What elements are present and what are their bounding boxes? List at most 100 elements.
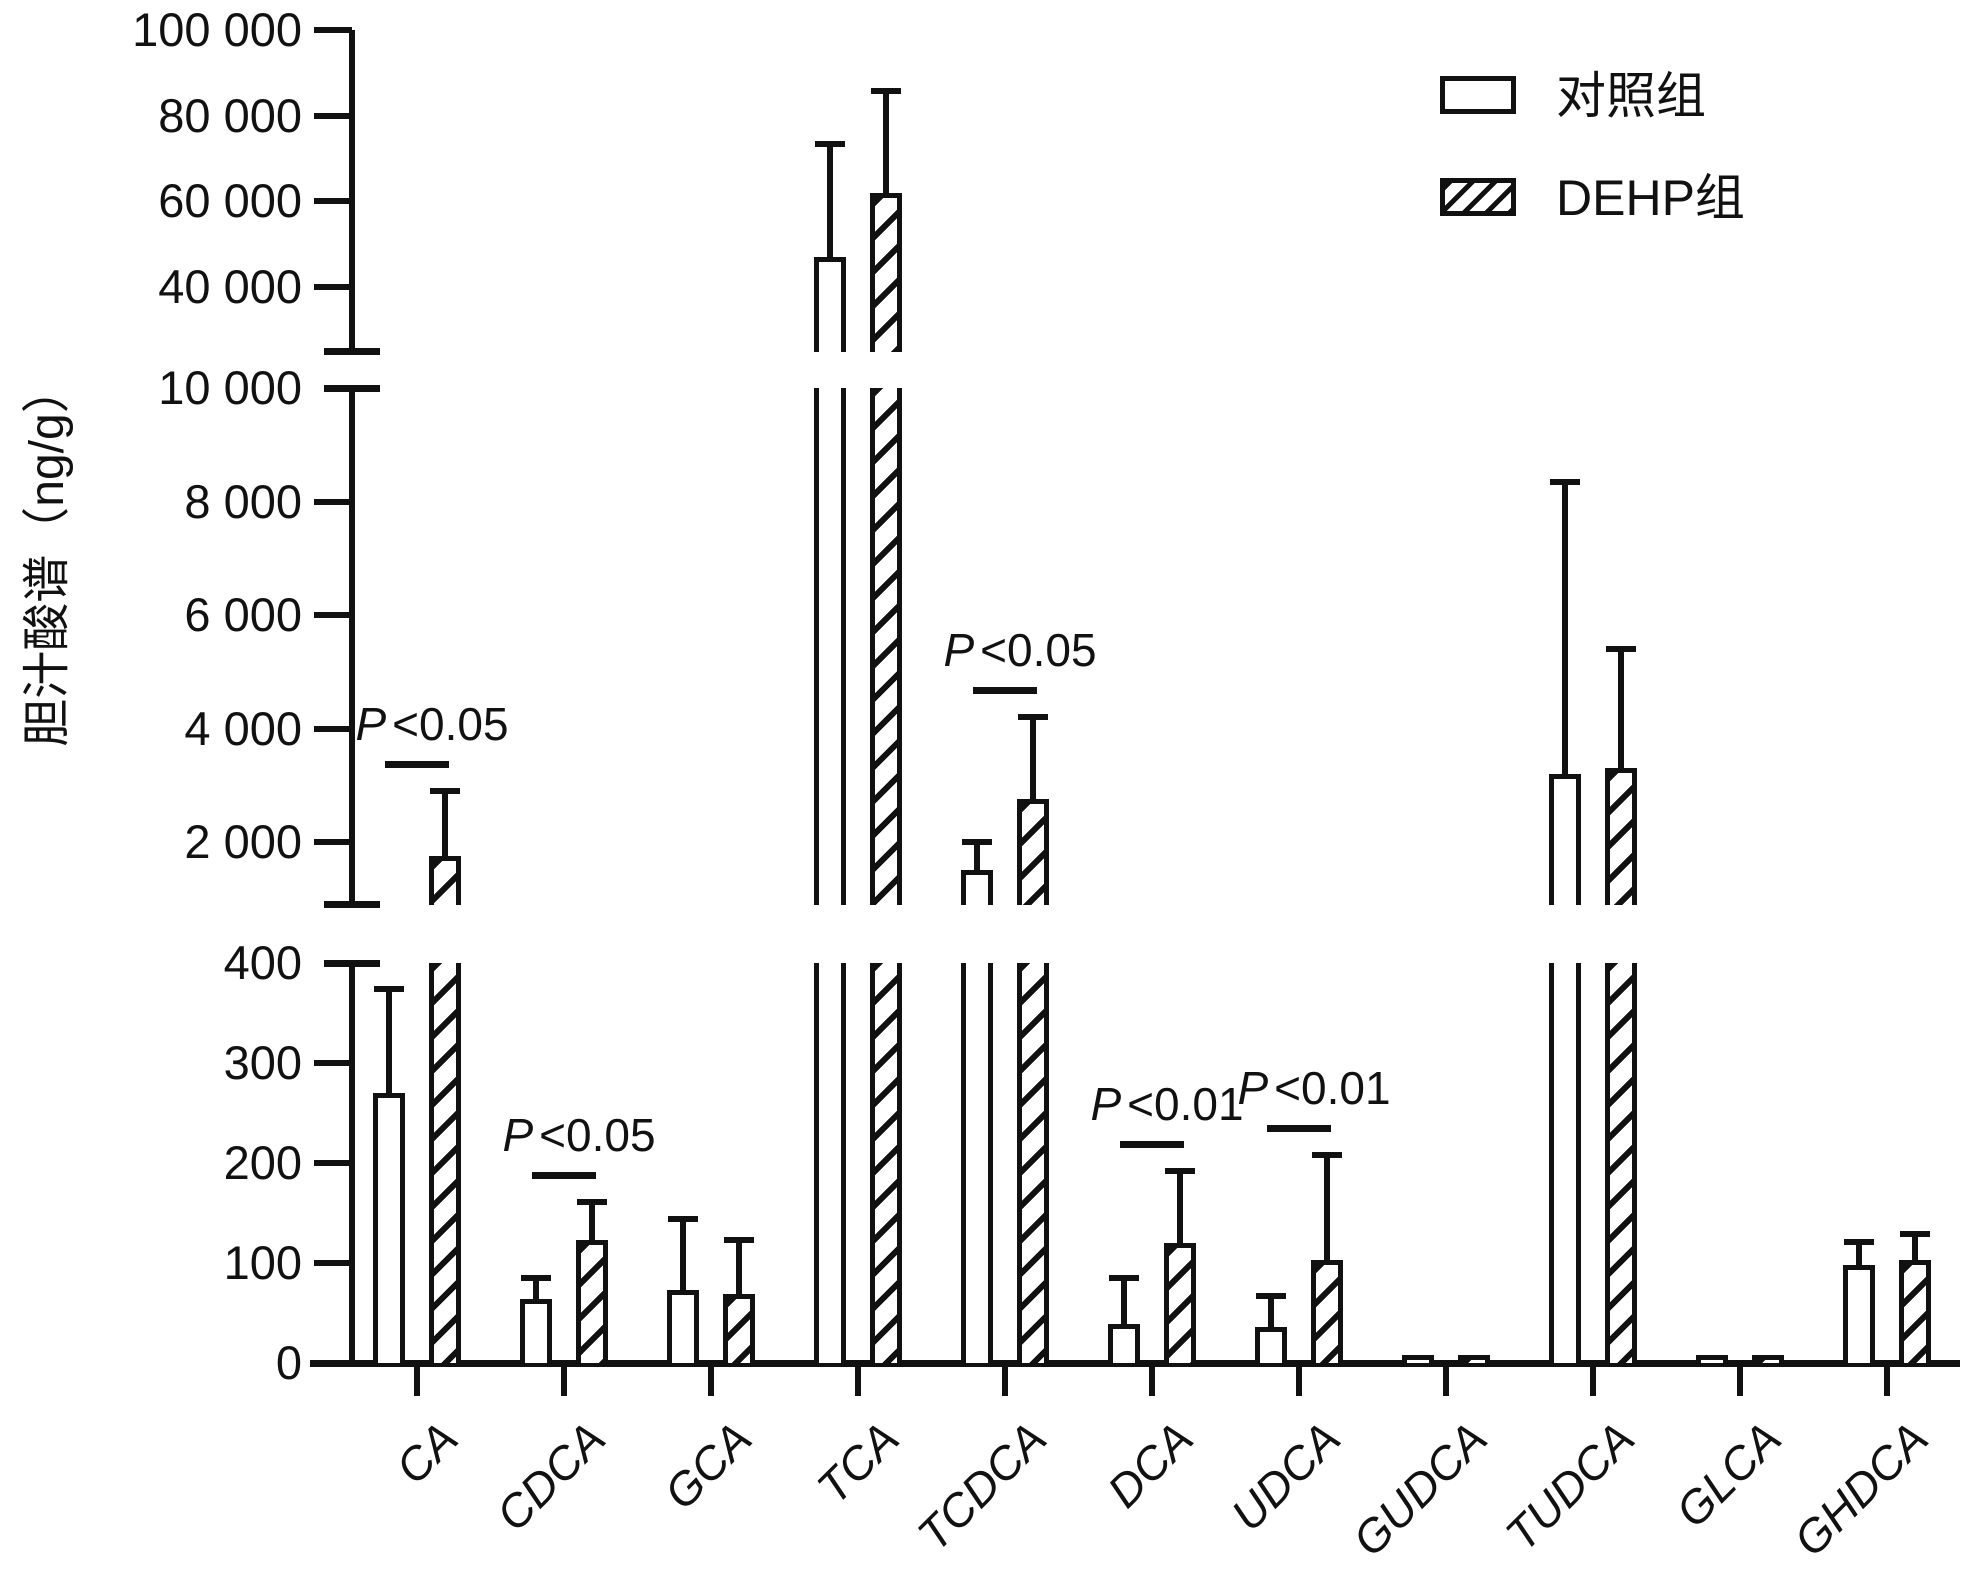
- y-axis-segment: [349, 963, 355, 1363]
- error-bar-cap: [668, 1216, 698, 1222]
- significance-underline: [532, 1172, 596, 1179]
- significance-underline: [1120, 1141, 1184, 1148]
- error-bar-line: [589, 1202, 595, 1240]
- bar-segment-hatched: [1017, 963, 1049, 1363]
- error-bar-line: [386, 989, 392, 1093]
- error-bar-line: [883, 91, 889, 193]
- error-bar-line: [442, 790, 448, 857]
- x-tick: [1002, 1363, 1008, 1396]
- x-tick: [1443, 1363, 1449, 1396]
- x-tick: [414, 1363, 420, 1396]
- legend-label-dehp: DEHP组: [1556, 170, 1745, 226]
- y-tick: [314, 27, 352, 33]
- bar-hatched: [576, 1240, 608, 1363]
- y-tick-label: 100 000: [132, 3, 302, 56]
- error-bar-line: [1177, 1171, 1183, 1243]
- significance-underline: [385, 760, 449, 768]
- x-tick-label: CDCA: [485, 1411, 615, 1541]
- y-tick-label: 40 000: [158, 259, 302, 313]
- x-tick: [561, 1363, 567, 1396]
- error-bar-cap: [815, 141, 845, 148]
- significance-label: P <0.05: [502, 1109, 656, 1161]
- y-tick-label: 4 000: [184, 701, 302, 755]
- significance-underline: [973, 687, 1037, 695]
- x-tick: [1590, 1363, 1596, 1396]
- y-tick: [314, 283, 352, 290]
- bar-segment-open: [814, 963, 846, 1363]
- error-bar-cap: [1550, 478, 1580, 485]
- y-axis-segment: [349, 30, 355, 352]
- x-tick: [1149, 1363, 1155, 1396]
- bar-open: [520, 1299, 552, 1363]
- significance-label: P <0.01: [1090, 1078, 1244, 1130]
- bar-hatched: [1899, 1260, 1931, 1363]
- error-bar-cap: [374, 986, 404, 992]
- bar-hatched: [1458, 1355, 1490, 1363]
- bar-hatched: [1311, 1260, 1343, 1363]
- y-tick: [314, 1160, 352, 1166]
- x-tick-label: TCA: [806, 1411, 909, 1514]
- y-tick-label: 2 000: [184, 815, 302, 868]
- y-tick-label: 8 000: [184, 474, 302, 528]
- y-tick-label: 10 000: [158, 361, 302, 414]
- error-bar-cap: [1606, 646, 1636, 653]
- y-tick: [314, 198, 352, 205]
- x-tick: [1737, 1363, 1743, 1396]
- y-tick-label: 300: [223, 1036, 302, 1089]
- bar-hatched: [1164, 1243, 1196, 1363]
- error-bar-cap: [724, 1237, 754, 1243]
- error-bar-cap: [430, 787, 460, 794]
- bar-open: [1549, 773, 1581, 905]
- bar-open: [1402, 1355, 1434, 1363]
- bar-segment-hatched: [870, 963, 902, 1363]
- x-tick-label: CA: [385, 1411, 468, 1494]
- error-bar-cap: [1018, 714, 1048, 721]
- error-bar-line: [533, 1278, 539, 1299]
- error-bar-cap: [1844, 1239, 1874, 1245]
- bar-hatched: [429, 856, 461, 905]
- x-tick-label: GUDCA: [1342, 1411, 1497, 1567]
- significance-underline: [1267, 1125, 1331, 1132]
- error-bar-cap: [1312, 1152, 1342, 1158]
- error-bar-cap: [1256, 1293, 1286, 1299]
- error-bar-line: [1268, 1296, 1274, 1327]
- x-tick: [708, 1363, 714, 1396]
- error-bar-line: [1324, 1155, 1330, 1260]
- y-axis-segment: [349, 388, 355, 905]
- error-bar-cap: [962, 839, 992, 845]
- axis-break: [324, 385, 380, 392]
- y-tick-label: 200: [223, 1136, 302, 1189]
- error-bar-line: [1618, 649, 1624, 769]
- significance-label: P <0.05: [355, 697, 509, 750]
- y-tick: [314, 612, 352, 618]
- error-bar-line: [1121, 1278, 1127, 1324]
- bar-hatched: [1752, 1355, 1784, 1363]
- bar-open: [1108, 1324, 1140, 1363]
- bar-hatched: [1605, 768, 1637, 905]
- error-bar-line: [827, 144, 833, 257]
- error-bar-line: [1030, 717, 1036, 800]
- y-tick: [314, 498, 352, 505]
- bar-segment-open: [814, 388, 846, 905]
- x-tick-label: DCA: [1097, 1411, 1203, 1518]
- error-bar-cap: [1109, 1275, 1139, 1281]
- legend-swatch-hatched: [1440, 178, 1516, 216]
- bar-open: [373, 1093, 405, 1363]
- bar-hatched: [1017, 799, 1049, 905]
- bar-segment-open: [1549, 963, 1581, 1363]
- y-tick-label: 60 000: [158, 174, 302, 228]
- bar-open: [814, 256, 846, 352]
- bar-open: [961, 870, 993, 905]
- error-bar-cap: [521, 1275, 551, 1281]
- significance-label: P <0.01: [1237, 1062, 1391, 1114]
- error-bar-cap: [1165, 1168, 1195, 1174]
- bar-hatched: [723, 1294, 755, 1363]
- error-bar-line: [974, 842, 980, 871]
- bar-open: [667, 1290, 699, 1363]
- error-bar-line: [736, 1240, 742, 1294]
- y-tick-label: 6 000: [184, 588, 302, 641]
- x-tick: [1884, 1363, 1890, 1396]
- axis-break: [324, 901, 380, 908]
- bar-segment-hatched: [429, 963, 461, 1363]
